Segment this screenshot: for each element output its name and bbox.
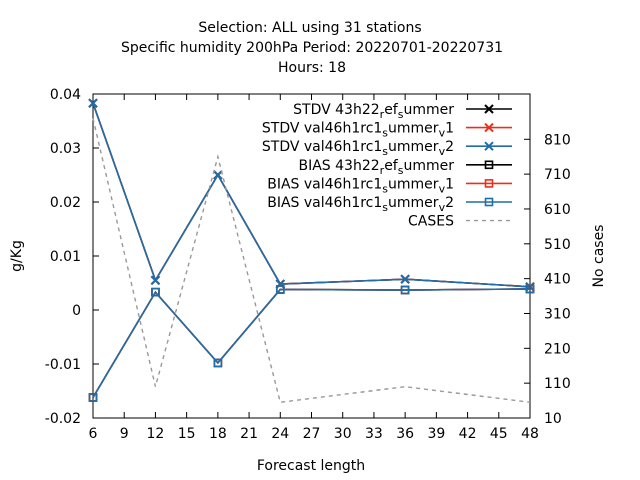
x-tick-label: 15 — [178, 426, 196, 442]
legend-marker — [484, 104, 494, 114]
legend-label: CASES — [408, 214, 454, 230]
legend-marker — [484, 160, 494, 170]
series-line — [92, 288, 531, 398]
legend-label: STDV 43h22refsummer — [293, 102, 454, 121]
legend-marker — [484, 197, 494, 207]
series-line — [92, 118, 531, 404]
y2-tick-label: 310 — [544, 306, 571, 322]
y-tick-label: 0 — [72, 303, 81, 319]
legend-label: STDV val46h1rc1summerv2 — [262, 139, 454, 158]
legend-entry: CASES — [408, 214, 512, 230]
series-3 — [88, 98, 535, 292]
title-line-1: Selection: ALL using 31 stations — [198, 20, 421, 36]
x-tick-label: 9 — [120, 426, 129, 442]
y-axis-label: g/Kg — [9, 240, 25, 272]
y-tick-label: -0.01 — [45, 357, 81, 373]
x-tick-label: 21 — [240, 426, 258, 442]
x-tick-label: 33 — [365, 426, 383, 442]
x-tick-label: 39 — [427, 426, 445, 442]
series-layer — [88, 98, 535, 404]
y2-tick-label: 510 — [544, 237, 571, 253]
series-line — [92, 102, 531, 288]
y2-tick-label: 410 — [544, 272, 571, 288]
x-tick-label: 48 — [521, 426, 539, 442]
title-line-2: Specific humidity 200hPa Period: 2022070… — [121, 40, 503, 56]
legend-label: BIAS val46h1rc1summerv2 — [267, 195, 454, 214]
y-axis-ticks: -0.02 -0.01 0 0.01 0.02 0.03 0.04 — [45, 87, 99, 427]
x-axis-label: Forecast length — [257, 458, 365, 474]
x-tick-label: 36 — [396, 426, 414, 442]
x-tick-label: 12 — [147, 426, 165, 442]
series-4 — [88, 284, 535, 402]
y2-tick-label: 110 — [544, 376, 571, 392]
legend-label: STDV val46h1rc1summerv1 — [262, 121, 454, 140]
series-7 — [92, 118, 531, 404]
y2-tick-label: 610 — [544, 202, 571, 218]
data-point — [88, 393, 98, 402]
data-point — [400, 274, 410, 284]
legend-entry: BIAS val46h1rc1summerv2 — [267, 195, 512, 214]
legend-marker — [484, 141, 494, 151]
series-line — [92, 288, 531, 398]
legend-marker — [484, 179, 494, 188]
legend-entry: STDV 43h22refsummer — [293, 102, 512, 121]
series-line — [92, 288, 531, 398]
y-tick-label: 0.04 — [50, 87, 81, 103]
x-tick-label: 42 — [459, 426, 477, 442]
y2-tick-label: 210 — [544, 341, 571, 357]
legend-label: BIAS 43h22refsummer — [299, 158, 455, 177]
y2-tick-label: 10 — [544, 411, 562, 427]
data-point — [88, 98, 98, 108]
data-point — [400, 285, 410, 295]
legend-label: BIAS val46h1rc1summerv1 — [267, 176, 454, 195]
data-point — [525, 284, 535, 294]
y2-tick-label: 810 — [544, 132, 571, 148]
chart-title: Selection: ALL using 31 stations Specifi… — [121, 20, 503, 76]
x-tick-label: 6 — [89, 426, 98, 442]
legend-entry: BIAS val46h1rc1summerv1 — [267, 176, 512, 195]
legend-entry: STDV val46h1rc1summerv1 — [262, 121, 512, 140]
y2-axis-label: No cases — [591, 225, 607, 288]
x-tick-label: 27 — [303, 426, 321, 442]
y-tick-label: -0.02 — [45, 411, 81, 427]
y-tick-label: 0.01 — [50, 249, 81, 265]
y2-tick-label: 710 — [544, 167, 571, 183]
legend-entry: STDV val46h1rc1summerv2 — [262, 139, 512, 158]
data-point — [151, 287, 160, 297]
x-tick-label: 45 — [490, 426, 508, 442]
data-point — [213, 358, 223, 368]
x-tick-label: 18 — [209, 426, 227, 442]
y-tick-label: 0.03 — [50, 141, 81, 157]
x-tick-label: 24 — [271, 426, 289, 442]
legend-marker — [484, 122, 494, 133]
y2-axis-ticks: 10 110 210 310 410 510 610 710 810 — [524, 132, 571, 427]
x-axis-ticks: 6 9 12 15 18 21 24 27 30 33 36 39 42 45 48 — [89, 94, 539, 442]
legend-entry: BIAS 43h22refsummer — [299, 158, 512, 177]
y-tick-label: 0.02 — [50, 195, 81, 211]
data-point — [275, 285, 285, 294]
data-point — [213, 170, 223, 180]
x-tick-label: 30 — [334, 426, 352, 442]
title-line-3: Hours: 18 — [278, 60, 346, 76]
data-point — [150, 275, 161, 286]
series-5 — [88, 284, 535, 402]
series-6 — [88, 284, 535, 402]
